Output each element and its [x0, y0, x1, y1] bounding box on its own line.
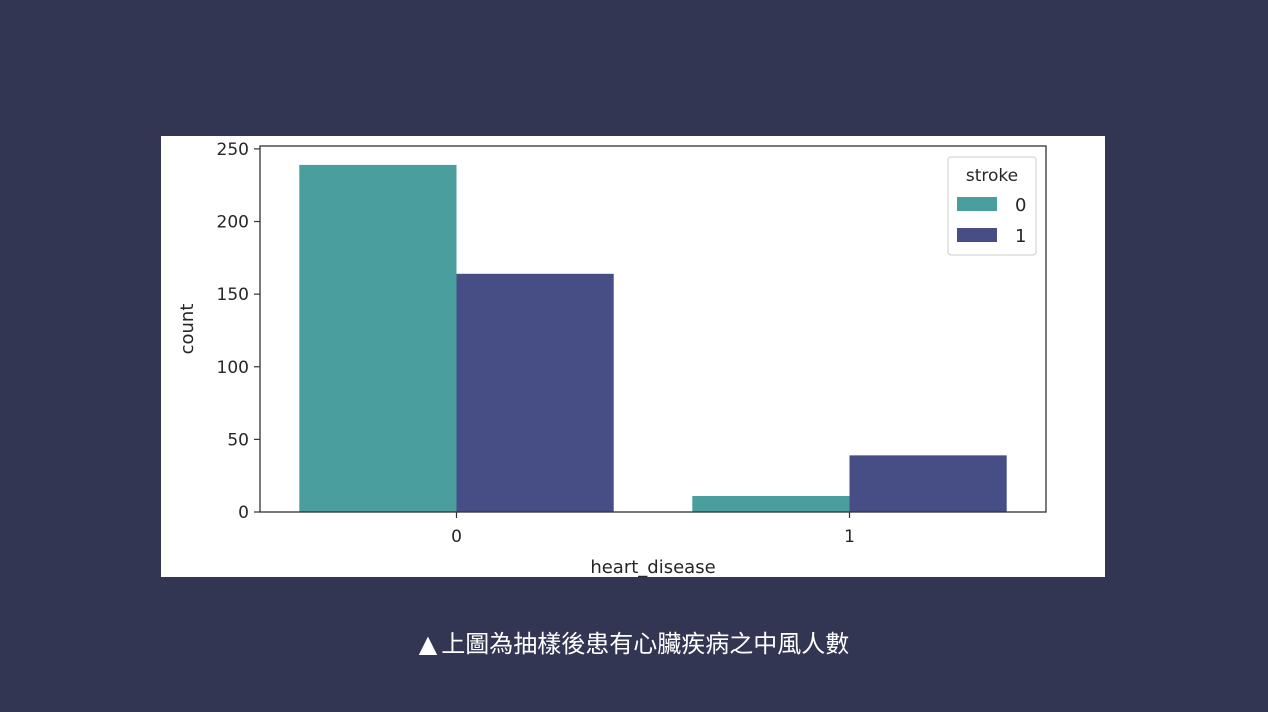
y-tick-label: 50 — [227, 430, 249, 450]
bar-1-stroke-1 — [849, 455, 1007, 512]
bar-1-stroke-0 — [692, 496, 850, 512]
legend-swatch-1 — [957, 228, 997, 242]
y-tick-label: 250 — [217, 140, 249, 160]
y-tick-label: 200 — [217, 213, 249, 233]
bar-chart: 0 50 100 150 200 250 0 1 heart_disease count strok… — [177, 140, 1047, 577]
caption: ▲ 上圖為抽樣後患有心臟疾病之中風人數 — [0, 624, 1268, 664]
triangle-icon: ▲ — [418, 630, 438, 658]
chart-card: 0 50 100 150 200 250 0 1 heart_disease count strok… — [161, 136, 1105, 577]
legend-label-1: 1 — [1015, 226, 1026, 247]
plot-frame — [259, 145, 1047, 513]
legend-title: stroke — [966, 166, 1018, 186]
x-axis-label: heart_disease — [590, 557, 715, 577]
y-axis-label: count — [177, 304, 198, 355]
legend-label-0: 0 — [1015, 195, 1026, 216]
y-tick-label: 0 — [238, 503, 249, 523]
caption-text: 上圖為抽樣後患有心臟疾病之中風人數 — [441, 630, 850, 658]
x-tick-label: 1 — [844, 527, 855, 547]
y-tick-label: 150 — [217, 285, 249, 305]
legend-swatch-0 — [957, 197, 997, 211]
bar-0-stroke-0 — [299, 164, 457, 512]
x-tick-label: 0 — [451, 527, 462, 547]
bar-0-stroke-1 — [456, 273, 614, 512]
y-tick-label: 100 — [217, 358, 249, 378]
